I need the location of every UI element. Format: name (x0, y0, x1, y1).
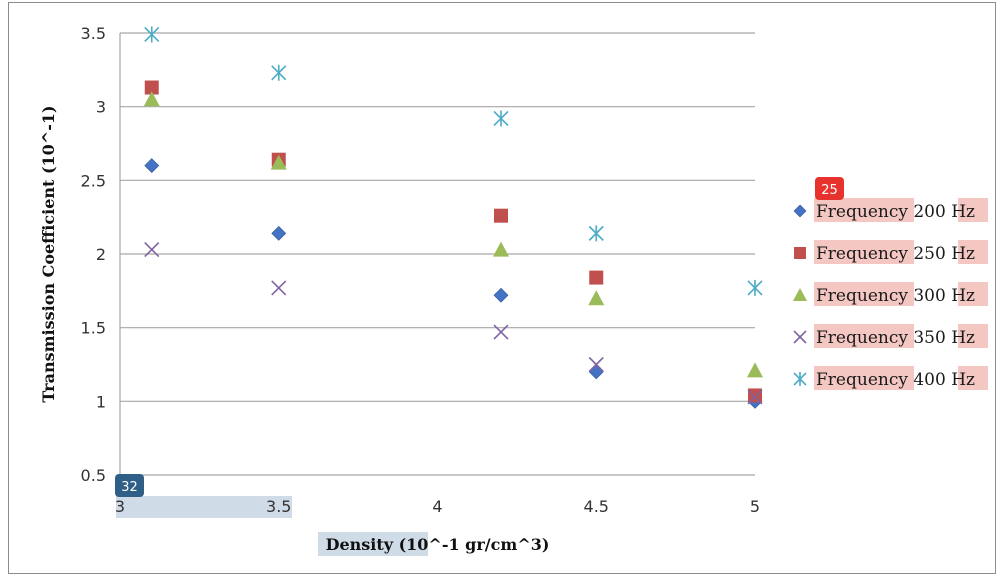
data-point (588, 290, 605, 306)
series-4 (144, 26, 763, 296)
series-1 (144, 80, 762, 403)
legend-highlight (814, 366, 914, 390)
series-3 (144, 242, 763, 405)
legend-highlight (814, 240, 914, 264)
legend-highlight (814, 324, 914, 348)
x-axis-highlight (116, 496, 292, 518)
data-point (493, 110, 509, 127)
data-point (493, 324, 509, 340)
legend-marker (793, 372, 807, 386)
axis-badge: 32 (115, 474, 144, 497)
legend-marker (793, 330, 807, 344)
data-point (494, 208, 508, 223)
data-point (271, 280, 287, 296)
svg-text:25: 25 (821, 183, 838, 198)
legend-label: Frequency 350 Hz (816, 328, 975, 348)
legend-label: Frequency 200 Hz (816, 202, 975, 222)
data-point (270, 154, 287, 170)
data-point (747, 279, 763, 296)
x-tick-label: 4.5 (584, 497, 609, 516)
y-tick-label: 2 (96, 245, 106, 264)
svg-text:32: 32 (121, 480, 138, 495)
x-tick-label: 3.5 (266, 497, 291, 516)
x-tick-label: 5 (750, 497, 760, 516)
series-0 (144, 158, 763, 409)
legend: Frequency 200 Hz Frequency 250 Hz Frequenc… (793, 198, 988, 390)
legend-highlight (958, 240, 988, 264)
data-point (748, 388, 762, 403)
legend-highlight (958, 282, 988, 306)
x-tick-label: 4 (432, 497, 442, 516)
data-point (144, 80, 159, 95)
chart-frame (8, 2, 996, 574)
y-tick-label: 3 (96, 98, 106, 117)
legend-label: Frequency 300 Hz (816, 286, 975, 306)
data-point (747, 362, 763, 378)
data-point (588, 225, 604, 242)
y-axis-title: Transmission Coefficient (10^-1) (39, 105, 58, 402)
data-point (589, 270, 604, 285)
y-tick-label: 1.5 (81, 319, 106, 338)
legend-label: Frequency 400 Hz (816, 370, 975, 390)
legend-badge: 25 (815, 177, 844, 200)
legend-marker (793, 204, 807, 218)
data-point (747, 389, 763, 405)
x-tick-label: 3 (115, 497, 125, 516)
legend-highlight (958, 324, 988, 348)
data-point (493, 241, 509, 257)
data-point (144, 242, 160, 258)
legend-marker (794, 247, 806, 259)
series-2 (143, 91, 763, 378)
legend-highlight (814, 198, 914, 222)
y-tick-label: 1 (96, 392, 106, 411)
data-point (493, 287, 509, 303)
legend-highlight (958, 366, 988, 390)
data-point (588, 364, 604, 380)
legend-highlight (958, 198, 988, 222)
data-point (144, 26, 160, 43)
data-point (144, 158, 160, 174)
data-point (588, 356, 604, 373)
legend-highlight (814, 282, 914, 306)
data-point (271, 225, 287, 241)
x-axis-title: Density (10^-1 gr/cm^3) (326, 535, 550, 554)
x-title-highlight (318, 532, 428, 556)
y-tick-label: 3.5 (81, 24, 106, 43)
y-tick-label: 2.5 (81, 171, 106, 190)
y-tick-label: 0.5 (81, 466, 106, 485)
legend-label: Frequency 250 Hz (816, 244, 975, 264)
legend-marker (793, 288, 807, 301)
data-point (143, 91, 160, 107)
data-point (271, 64, 287, 81)
